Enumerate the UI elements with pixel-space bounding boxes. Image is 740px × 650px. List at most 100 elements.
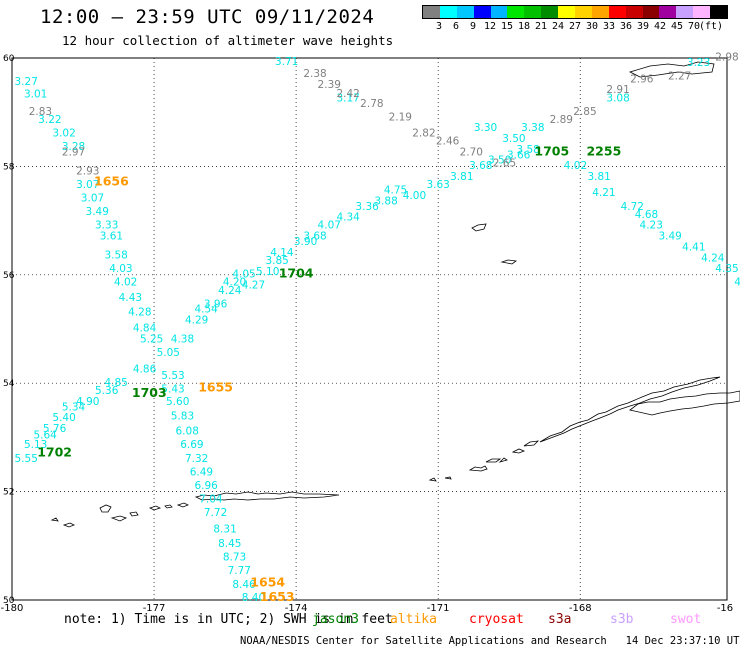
wave-height-value: 2.65 [493,157,516,169]
wave-height-value: 6.08 [176,426,199,438]
wave-height-value: 4.86 [133,363,157,375]
wave-height-value: 5.43 [161,383,184,395]
coastline-islands [50,61,740,528]
wave-height-value: 4.54 [194,304,218,316]
color-scale-label: (ft) [699,21,724,32]
color-scale-label: 33 [603,21,616,32]
wave-height-value: 2.42 [336,88,359,100]
wave-height-value: 8.31 [213,523,236,535]
credit-text: NOAA/NESDIS Center for Satellite Applica… [240,635,607,647]
color-scale-labels: 3 6 9 12 15 18 21 24 27 30 33 36 39 42 45 70 (ft) [422,21,732,33]
wave-height-value: 4.35 [715,263,738,275]
wave-height-value: 3.49 [86,206,109,218]
wave-height-value: 8.73 [223,551,246,563]
generation-timestamp: 14 Dec 23:37:10 UTC 2024 [625,635,740,647]
color-swatch [625,6,643,18]
wave-height-value: 3.30 [474,122,497,134]
pass-time-label: 1655 [198,379,233,394]
wave-height-value: 3.33 [95,220,118,232]
wave-height-value: 3.68 [469,160,492,172]
pass-time-label: 1654 [250,574,285,589]
color-scale-label: 42 [654,21,667,32]
footer-note: note: 1) Time is in UTC; 2) SWH is in fe… [64,612,393,627]
mission-label-s3b: s3b [610,612,634,627]
map-frame [11,57,728,601]
wave-height-value: 4.02 [564,160,587,172]
wave-height-value: 4.84 [133,323,157,335]
bristol-bay-coast [628,61,715,78]
wave-height-value: 2.19 [389,111,412,123]
wave-height-value: 3.08 [606,92,629,104]
wave-height-value: 2.46 [436,136,460,148]
color-swatch [558,6,576,18]
wave-height-value: 3.07 [81,193,104,205]
map-title: 12:00 – 23:59 UTC 09/11/2024 [40,6,375,28]
aleutian-islands-east [539,376,721,443]
wave-height-value: 2.70 [460,147,483,159]
wave-height-value: 2.97 [62,147,85,159]
wave-height-value: 4.03 [109,263,132,275]
wave-height-value: 4.00 [403,190,426,202]
color-swatch [608,6,626,18]
wave-height-value: 3.17 [336,92,359,104]
mission-label-cryosat: cryosat [469,612,524,627]
color-swatch [473,6,491,18]
color-scale-bar [422,5,728,19]
latitude-tick-label: 54 [3,379,15,389]
latitude-tick-label: 56 [3,271,15,281]
wave-height-value: 4.41 [682,241,705,253]
color-swatch [591,6,609,18]
pass-time-label: 1653 [260,589,295,604]
wave-height-value: 2.38 [303,68,326,80]
wave-height-value: 2.98 [715,52,738,64]
wave-height-value: 5.13 [24,439,47,451]
wave-height-value: 7.04 [199,493,223,505]
wave-height-value: 4.68 [635,209,658,221]
wave-height-value: 5.60 [166,396,189,408]
wave-height-value: 3.01 [24,89,47,101]
map-subtitle: 12 hour collection of altimeter wave hei… [62,33,394,48]
wave-height-value: 8.46 [232,579,256,591]
wave-height-value: 8.45 [218,538,241,550]
alaska-peninsula-tip [629,390,740,416]
wave-height-value: 7.32 [185,453,208,465]
wave-height-value: 2.89 [550,114,573,126]
wave-height-value: 2.27 [668,71,691,83]
wave-height-value: 4.05 [232,269,255,281]
color-swatch [693,6,711,18]
wave-height-value: 4.75 [384,185,407,197]
wave-height-value: 3.88 [374,195,397,207]
wave-height-value: 5.25 [140,334,163,346]
wave-height-value: 3.61 [100,231,123,243]
wave-height-value: 2.85 [573,106,596,118]
wave-height-value: 5.36 [95,385,119,397]
wave-height-value: 4.29 [185,315,208,327]
latitude-tick-label: 50 [3,596,15,606]
wave-height-value: 3.90 [294,236,317,248]
color-swatch [456,6,474,18]
wave-height-value: 4.56 [734,277,740,289]
color-scale-label: 45 [671,21,684,32]
pass-time-label: 1703 [132,385,167,400]
pass-time-label: 1702 [37,444,72,459]
pass-time-label: 1656 [94,173,129,188]
wave-height-value: 5.53 [161,370,184,382]
wave-height-value: 3.38 [521,122,544,134]
color-scale-label: 39 [637,21,650,32]
pass-time-label: 2255 [586,144,621,159]
color-scale-label: 36 [620,21,633,32]
color-scale-label: 15 [501,21,514,32]
color-swatch [439,6,457,18]
wave-height-value: 2.93 [76,166,99,178]
color-scale-label: 9 [470,21,477,32]
wave-height-value: 3.22 [38,114,61,126]
longitude-tick-label: -177 [143,603,166,614]
color-swatch [490,6,508,18]
wave-height-value: 5.64 [33,429,57,441]
color-scale-label: 30 [586,21,599,32]
wave-height-value: 4.24 [218,285,242,297]
wave-height-value: 7.72 [204,507,227,519]
mission-label-swot: swot [670,612,702,627]
wave-height-value: 3.50 [502,133,525,145]
